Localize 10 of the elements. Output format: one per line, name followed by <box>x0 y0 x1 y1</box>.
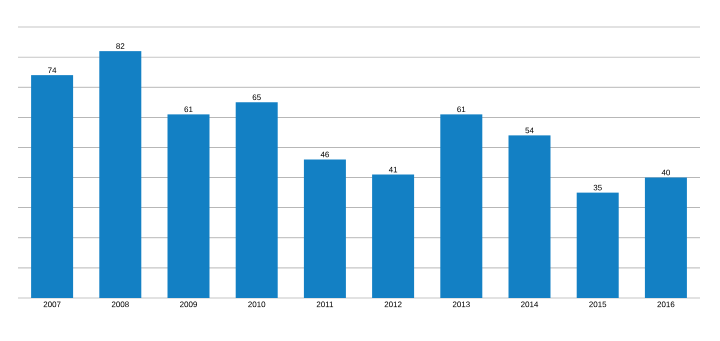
bar <box>168 114 210 298</box>
bar <box>508 135 551 298</box>
bar <box>236 102 278 298</box>
bar <box>372 174 414 298</box>
bar <box>31 75 74 298</box>
bar <box>644 178 687 298</box>
bar <box>440 114 482 298</box>
bar <box>576 192 619 298</box>
bar <box>99 51 142 298</box>
bar <box>304 159 346 298</box>
